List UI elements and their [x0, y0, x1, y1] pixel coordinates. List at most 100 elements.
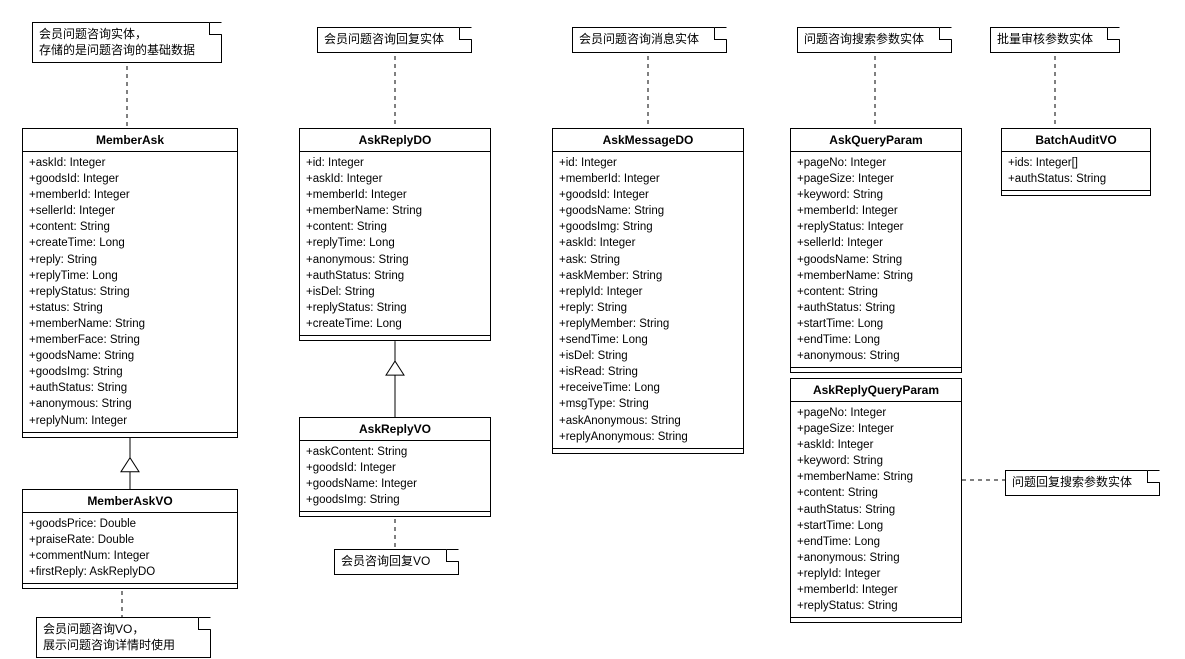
attribute-row: +replyTime: Long: [306, 235, 484, 251]
uml-class-askQueryParam: AskQueryParam+pageNo: Integer+pageSize: …: [790, 128, 962, 373]
attribute-row: +sellerId: Integer: [29, 203, 231, 219]
class-attributes: +id: Integer+askId: Integer+memberId: In…: [300, 152, 490, 336]
attribute-row: +replyNum: Integer: [29, 413, 231, 429]
attribute-row: +memberId: Integer: [29, 187, 231, 203]
class-name: AskReplyDO: [300, 129, 490, 152]
class-name: AskQueryParam: [791, 129, 961, 152]
attribute-row: +isDel: String: [306, 284, 484, 300]
class-methods-empty: [300, 336, 490, 340]
attribute-row: +praiseRate: Double: [29, 532, 231, 548]
attribute-row: +reply: String: [559, 300, 737, 316]
attribute-row: +startTime: Long: [797, 316, 955, 332]
class-attributes: +id: Integer+memberId: Integer+goodsId: …: [553, 152, 743, 449]
attribute-row: +replyStatus: String: [306, 300, 484, 316]
attribute-row: +goodsId: Integer: [29, 171, 231, 187]
attribute-row: +authStatus: String: [797, 300, 955, 316]
attribute-row: +replyId: Integer: [559, 284, 737, 300]
attribute-row: +goodsId: Integer: [559, 187, 737, 203]
attribute-row: +goodsName: String: [559, 203, 737, 219]
attribute-row: +msgType: String: [559, 396, 737, 412]
uml-class-askReplyDO: AskReplyDO+id: Integer+askId: Integer+me…: [299, 128, 491, 341]
attribute-row: +askMember: String: [559, 268, 737, 284]
uml-class-memberAskVO: MemberAskVO+goodsPrice: Double+praiseRat…: [22, 489, 238, 589]
attribute-row: +memberName: String: [797, 268, 955, 284]
uml-note: 问题咨询搜索参数实体: [797, 27, 952, 53]
note-text: 问题咨询搜索参数实体: [804, 32, 924, 46]
class-name: MemberAsk: [23, 129, 237, 152]
uml-note: 问题回复搜索参数实体: [1005, 470, 1160, 496]
attribute-row: +createTime: Long: [29, 235, 231, 251]
note-text: 会员问题咨询实体， 存储的是问题咨询的基础数据: [39, 27, 195, 57]
class-methods-empty: [791, 618, 961, 622]
attribute-row: +content: String: [797, 284, 955, 300]
attribute-row: +replyStatus: String: [797, 598, 955, 614]
class-attributes: +goodsPrice: Double+praiseRate: Double+c…: [23, 513, 237, 584]
note-text: 会员问题咨询回复实体: [324, 32, 444, 46]
attribute-row: +commentNum: Integer: [29, 548, 231, 564]
attribute-row: +askContent: String: [306, 444, 484, 460]
uml-note: 会员咨询回复VO: [334, 549, 459, 575]
attribute-row: +memberName: String: [29, 316, 231, 332]
attribute-row: +askId: Integer: [797, 437, 955, 453]
attribute-row: +pageNo: Integer: [797, 155, 955, 171]
attribute-row: +memberName: String: [797, 469, 955, 485]
attribute-row: +id: Integer: [306, 155, 484, 171]
uml-note: 会员问题咨询回复实体: [317, 27, 472, 53]
class-attributes: +askContent: String+goodsId: Integer+goo…: [300, 441, 490, 512]
attribute-row: +replyTime: Long: [29, 268, 231, 284]
attribute-row: +replyStatus: String: [29, 284, 231, 300]
attribute-row: +goodsImg: String: [559, 219, 737, 235]
attribute-row: +authStatus: String: [1008, 171, 1144, 187]
attribute-row: +startTime: Long: [797, 518, 955, 534]
attribute-row: +pageSize: Integer: [797, 171, 955, 187]
attribute-row: +content: String: [797, 485, 955, 501]
class-name: MemberAskVO: [23, 490, 237, 513]
attribute-row: +memberName: String: [306, 203, 484, 219]
attribute-row: +askId: Integer: [559, 235, 737, 251]
class-methods-empty: [300, 512, 490, 516]
attribute-row: +sellerId: Integer: [797, 235, 955, 251]
uml-note: 批量审核参数实体: [990, 27, 1120, 53]
uml-note: 会员问题咨询实体， 存储的是问题咨询的基础数据: [32, 22, 222, 63]
class-attributes: +pageNo: Integer+pageSize: Integer+askId…: [791, 402, 961, 618]
class-methods-empty: [791, 368, 961, 372]
note-text: 问题回复搜索参数实体: [1012, 475, 1132, 489]
uml-class-batchAuditVO: BatchAuditVO+ids: Integer[]+authStatus: …: [1001, 128, 1151, 196]
note-text: 会员问题咨询VO， 展示问题咨询详情时使用: [43, 622, 175, 652]
attribute-row: +firstReply: AskReplyDO: [29, 564, 231, 580]
attribute-row: +anonymous: String: [29, 396, 231, 412]
attribute-row: +replyMember: String: [559, 316, 737, 332]
note-text: 会员问题咨询消息实体: [579, 32, 699, 46]
uml-class-askMessageDO: AskMessageDO+id: Integer+memberId: Integ…: [552, 128, 744, 454]
note-text: 会员咨询回复VO: [341, 554, 430, 568]
attribute-row: +goodsId: Integer: [306, 460, 484, 476]
attribute-row: +authStatus: String: [797, 502, 955, 518]
attribute-row: +createTime: Long: [306, 316, 484, 332]
class-name: AskMessageDO: [553, 129, 743, 152]
attribute-row: +endTime: Long: [797, 534, 955, 550]
attribute-row: +isDel: String: [559, 348, 737, 364]
uml-class-memberAsk: MemberAsk+askId: Integer+goodsId: Intege…: [22, 128, 238, 438]
attribute-row: +memberFace: String: [29, 332, 231, 348]
class-attributes: +askId: Integer+goodsId: Integer+memberI…: [23, 152, 237, 433]
attribute-row: +ids: Integer[]: [1008, 155, 1144, 171]
attribute-row: +ask: String: [559, 252, 737, 268]
attribute-row: +anonymous: String: [306, 252, 484, 268]
uml-note: 会员问题咨询消息实体: [572, 27, 727, 53]
attribute-row: +replyAnonymous: String: [559, 429, 737, 445]
class-attributes: +ids: Integer[]+authStatus: String: [1002, 152, 1150, 191]
class-name: AskReplyVO: [300, 418, 490, 441]
attribute-row: +authStatus: String: [29, 380, 231, 396]
attribute-row: +goodsPrice: Double: [29, 516, 231, 532]
attribute-row: +status: String: [29, 300, 231, 316]
attribute-row: +anonymous: String: [797, 550, 955, 566]
class-attributes: +pageNo: Integer+pageSize: Integer+keywo…: [791, 152, 961, 368]
class-methods-empty: [553, 449, 743, 453]
class-methods-empty: [23, 433, 237, 437]
attribute-row: +authStatus: String: [306, 268, 484, 284]
class-methods-empty: [1002, 191, 1150, 195]
attribute-row: +content: String: [29, 219, 231, 235]
attribute-row: +pageNo: Integer: [797, 405, 955, 421]
attribute-row: +id: Integer: [559, 155, 737, 171]
class-name: AskReplyQueryParam: [791, 379, 961, 402]
